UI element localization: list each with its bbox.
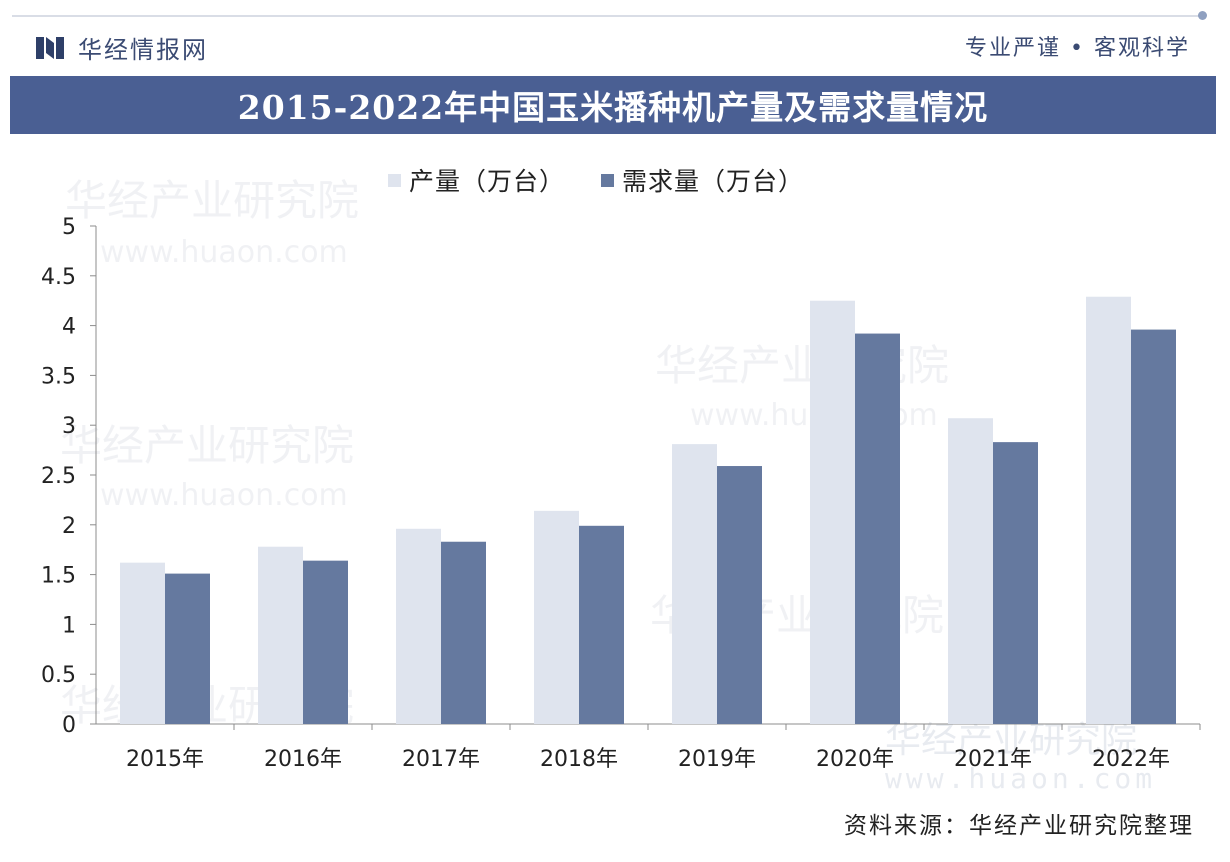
bar-production [258,546,303,724]
chart-legend: 产量（万台） 需求量（万台） [388,162,804,198]
bar-production [120,562,165,724]
x-category-label: 2015年 [126,747,204,772]
y-tick-label: 4.5 [41,265,76,290]
y-tick-label: 5 [62,215,76,240]
legend-item-production: 产量（万台） [388,162,565,198]
bar-production [948,418,993,724]
bar-production [810,300,855,724]
legend-label-demand: 需求量（万台） [622,167,805,196]
bar-demand [165,573,210,724]
bar-production [534,510,579,724]
legend-label-production: 产量（万台） [409,167,566,196]
x-category-label: 2019年 [678,747,756,772]
x-category-label: 2017年 [402,747,480,772]
legend-swatch-production [388,173,401,187]
bar-production [672,444,717,724]
header-rule-dot [1198,11,1207,20]
y-tick-label: 0 [62,713,76,738]
bar-demand [441,541,486,724]
huajing-logo-icon [36,36,64,59]
y-tick-label: 1.5 [41,564,76,589]
y-tick-label: 2 [62,514,76,539]
y-tick-label: 3 [62,414,76,439]
data-source-note: 资料来源：华经产业研究院整理 [844,813,1194,839]
header-bar: 华经情报网 专业严谨 • 客观科学 [0,0,1230,72]
y-tick-label: 0.5 [41,663,76,688]
x-category-label: 2022年 [1092,747,1170,772]
bar-demand [579,525,624,724]
y-tick-label: 3.5 [41,364,76,389]
x-category-label: 2018年 [540,747,618,772]
brand-name: 华经情报网 [78,36,208,64]
bar-demand [717,466,762,724]
x-category-label: 2016年 [264,747,342,772]
x-category-label: 2021年 [954,747,1032,772]
bar-production [396,528,441,724]
y-tick-label: 4 [62,315,76,340]
title-bar: 2015-2022年中国玉米播种机产量及需求量情况 [10,76,1216,134]
bar-demand [1131,329,1176,724]
x-category-label: 2020年 [816,747,894,772]
slogan: 专业严谨 • 客观科学 [965,36,1190,61]
y-tick-label: 2.5 [41,464,76,489]
legend-swatch-demand [601,173,615,187]
brand: 华经情报网 [36,30,208,65]
header-rule [12,15,1200,17]
bar-production [1086,296,1131,724]
bar-demand [993,442,1038,724]
chart-title: 2015-2022年中国玉米播种机产量及需求量情况 [237,88,989,127]
bar-demand [303,560,348,724]
bar-demand [855,333,900,724]
y-tick-label: 1 [62,613,76,638]
legend-item-demand: 需求量（万台） [601,162,804,198]
